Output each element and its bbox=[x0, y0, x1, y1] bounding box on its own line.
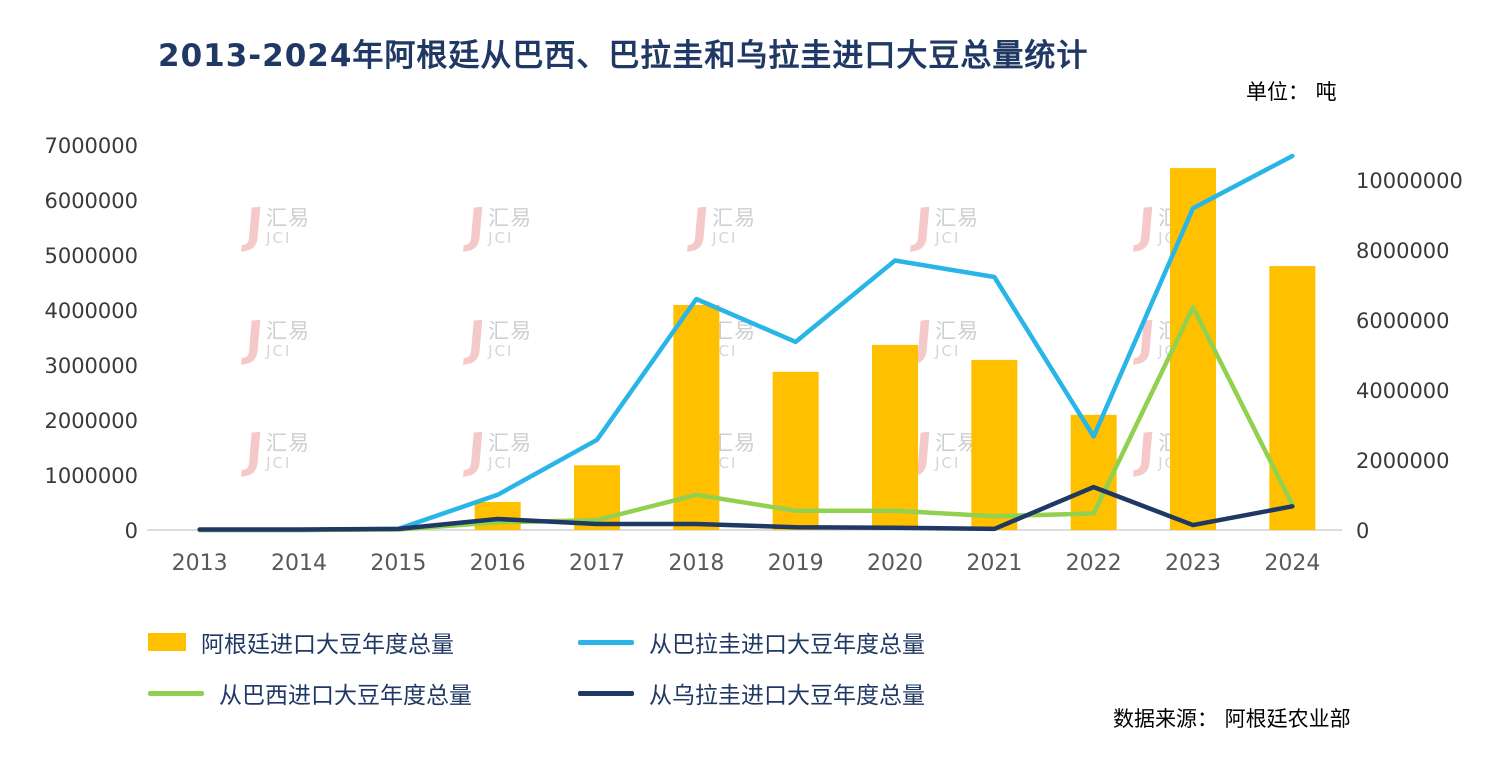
legend-bar-swatch bbox=[148, 633, 186, 651]
right-axis-tick-label: 2000000 bbox=[1356, 449, 1450, 473]
x-axis-tick-label: 2020 bbox=[867, 551, 923, 576]
bar-2020 bbox=[872, 344, 918, 530]
legend-item-brazil: 从巴西进口大豆年度总量 bbox=[148, 676, 472, 710]
x-axis-tick-label: 2018 bbox=[668, 551, 724, 576]
right-axis-tick-label: 8000000 bbox=[1356, 239, 1450, 263]
x-axis-tick-label: 2014 bbox=[271, 551, 327, 576]
x-axis-tick-label: 2015 bbox=[370, 551, 426, 576]
left-axis-tick-label: 1000000 bbox=[44, 464, 138, 488]
left-axis-tick-label: 3000000 bbox=[44, 354, 138, 378]
line-series-从巴西进口大豆年度总量 bbox=[197, 305, 1295, 533]
bar-2024 bbox=[1269, 266, 1316, 530]
bar-2023 bbox=[1170, 168, 1216, 530]
right-axis-tick-label: 4000000 bbox=[1356, 379, 1450, 403]
left-axis-tick-label: 6000000 bbox=[44, 189, 138, 213]
left-axis-tick-label: 7000000 bbox=[44, 134, 138, 158]
left-axis-tick-label: 4000000 bbox=[44, 299, 138, 323]
right-axis-tick-label: 0 bbox=[1356, 519, 1369, 543]
left-axis-tick-label: 2000000 bbox=[44, 409, 138, 433]
line-series-从巴拉圭进口大豆年度总量 bbox=[197, 153, 1295, 533]
bar-2019 bbox=[772, 371, 819, 530]
bar-2018 bbox=[673, 304, 720, 530]
x-axis-tick-label: 2013 bbox=[172, 551, 228, 576]
x-axis-tick-label: 2021 bbox=[966, 551, 1022, 576]
line-series-从乌拉圭进口大豆年度总量 bbox=[197, 484, 1295, 532]
chart-title: 2013-2024年阿根廷从巴西、巴拉圭和乌拉圭进口大豆总量统计 bbox=[158, 38, 1089, 74]
legend-line-swatch-paraguay bbox=[578, 639, 634, 645]
unit-label: 单位： 吨 bbox=[1246, 80, 1337, 104]
legend-line-swatch-brazil bbox=[148, 690, 204, 696]
legend-item-uruguay: 从乌拉圭进口大豆年度总量 bbox=[578, 676, 925, 710]
left-axis-tick-label: 5000000 bbox=[44, 244, 138, 268]
x-axis-tick-label: 2016 bbox=[470, 551, 526, 576]
legend-item-paraguay: 从巴拉圭进口大豆年度总量 bbox=[578, 625, 925, 659]
legend-label-paraguay: 从巴拉圭进口大豆年度总量 bbox=[649, 632, 925, 658]
chart-canvas: 0 1000000 2000000 3000000 4000000 5000000 6000… bbox=[44, 134, 1463, 576]
data-source: 数据来源： 阿根廷农业部 bbox=[1113, 707, 1351, 731]
x-axis-tick-label: 2019 bbox=[768, 551, 824, 576]
right-axis-tick-label: 6000000 bbox=[1356, 309, 1450, 333]
legend-label-brazil: 从巴西进口大豆年度总量 bbox=[219, 683, 472, 709]
right-axis-tick-label: 10000000 bbox=[1356, 169, 1463, 193]
legend-item-argentina-total: 阿根廷进口大豆年度总量 bbox=[148, 625, 454, 659]
x-axis-tick-label: 2017 bbox=[569, 551, 625, 576]
x-axis-tick-label: 2024 bbox=[1264, 551, 1320, 576]
legend-label-uruguay: 从乌拉圭进口大豆年度总量 bbox=[649, 683, 925, 709]
x-axis-tick-label: 2022 bbox=[1066, 551, 1122, 576]
bar-2021 bbox=[971, 359, 1018, 530]
bar-2016 bbox=[474, 502, 521, 530]
legend-label-argentina-total: 阿根廷进口大豆年度总量 bbox=[201, 632, 454, 658]
left-axis-tick-label: 0 bbox=[125, 519, 138, 543]
legend-line-swatch-uruguay bbox=[578, 690, 634, 696]
x-axis-tick-label: 2023 bbox=[1165, 551, 1221, 576]
